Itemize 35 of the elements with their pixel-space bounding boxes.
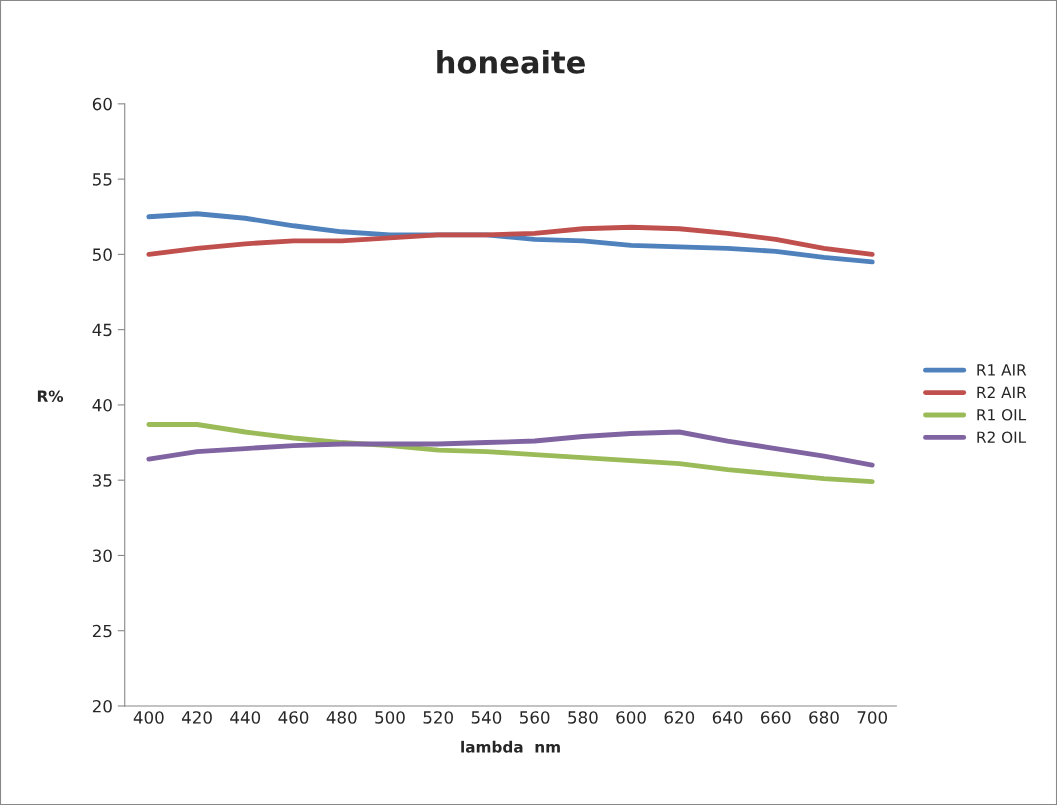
line-series xyxy=(146,224,875,257)
x-tick-label: 420 xyxy=(181,711,212,724)
y-tick-label: 20 xyxy=(92,699,112,713)
y-tick-label: 40 xyxy=(92,398,112,412)
legend-label: R2 AIR xyxy=(977,386,1027,398)
x-tick-label: 580 xyxy=(568,711,598,724)
x-tick-label: 480 xyxy=(326,711,357,724)
x-tick-label: 520 xyxy=(423,711,453,724)
x-tick-label: 640 xyxy=(712,711,743,724)
line-series xyxy=(146,429,875,468)
y-tick-label: 25 xyxy=(92,624,112,638)
legend-label: R1 OIL xyxy=(977,409,1027,421)
x-tick-label: 680 xyxy=(809,711,839,724)
line-series xyxy=(146,422,875,485)
y-tick-label: 30 xyxy=(92,549,112,563)
y-tick-label: 60 xyxy=(92,97,112,111)
x-tick-label: 660 xyxy=(761,711,791,724)
x-tick-label: 440 xyxy=(230,711,261,724)
y-axis-title: R% xyxy=(37,390,64,402)
legend-label: R1 AIR xyxy=(977,364,1027,376)
chart-title: honeaite xyxy=(437,50,585,74)
legend-label: R2 OIL xyxy=(977,431,1027,443)
x-tick-label: 560 xyxy=(520,711,550,724)
y-tick-label: 45 xyxy=(92,323,112,337)
x-tick-label: 460 xyxy=(278,711,309,724)
y-tick-label: 55 xyxy=(93,173,112,186)
y-tick-label: 35 xyxy=(92,474,112,487)
x-tick-label: 400 xyxy=(133,711,164,724)
y-tick-label: 50 xyxy=(93,248,112,261)
x-tick-label: 600 xyxy=(616,711,646,724)
x-tick-label: 500 xyxy=(375,711,405,724)
x-tick-label: 700 xyxy=(857,711,888,724)
x-tick-label: 620 xyxy=(664,711,695,724)
x-tick-label: 540 xyxy=(471,711,502,724)
x-axis-title: lambda nm xyxy=(461,740,560,753)
